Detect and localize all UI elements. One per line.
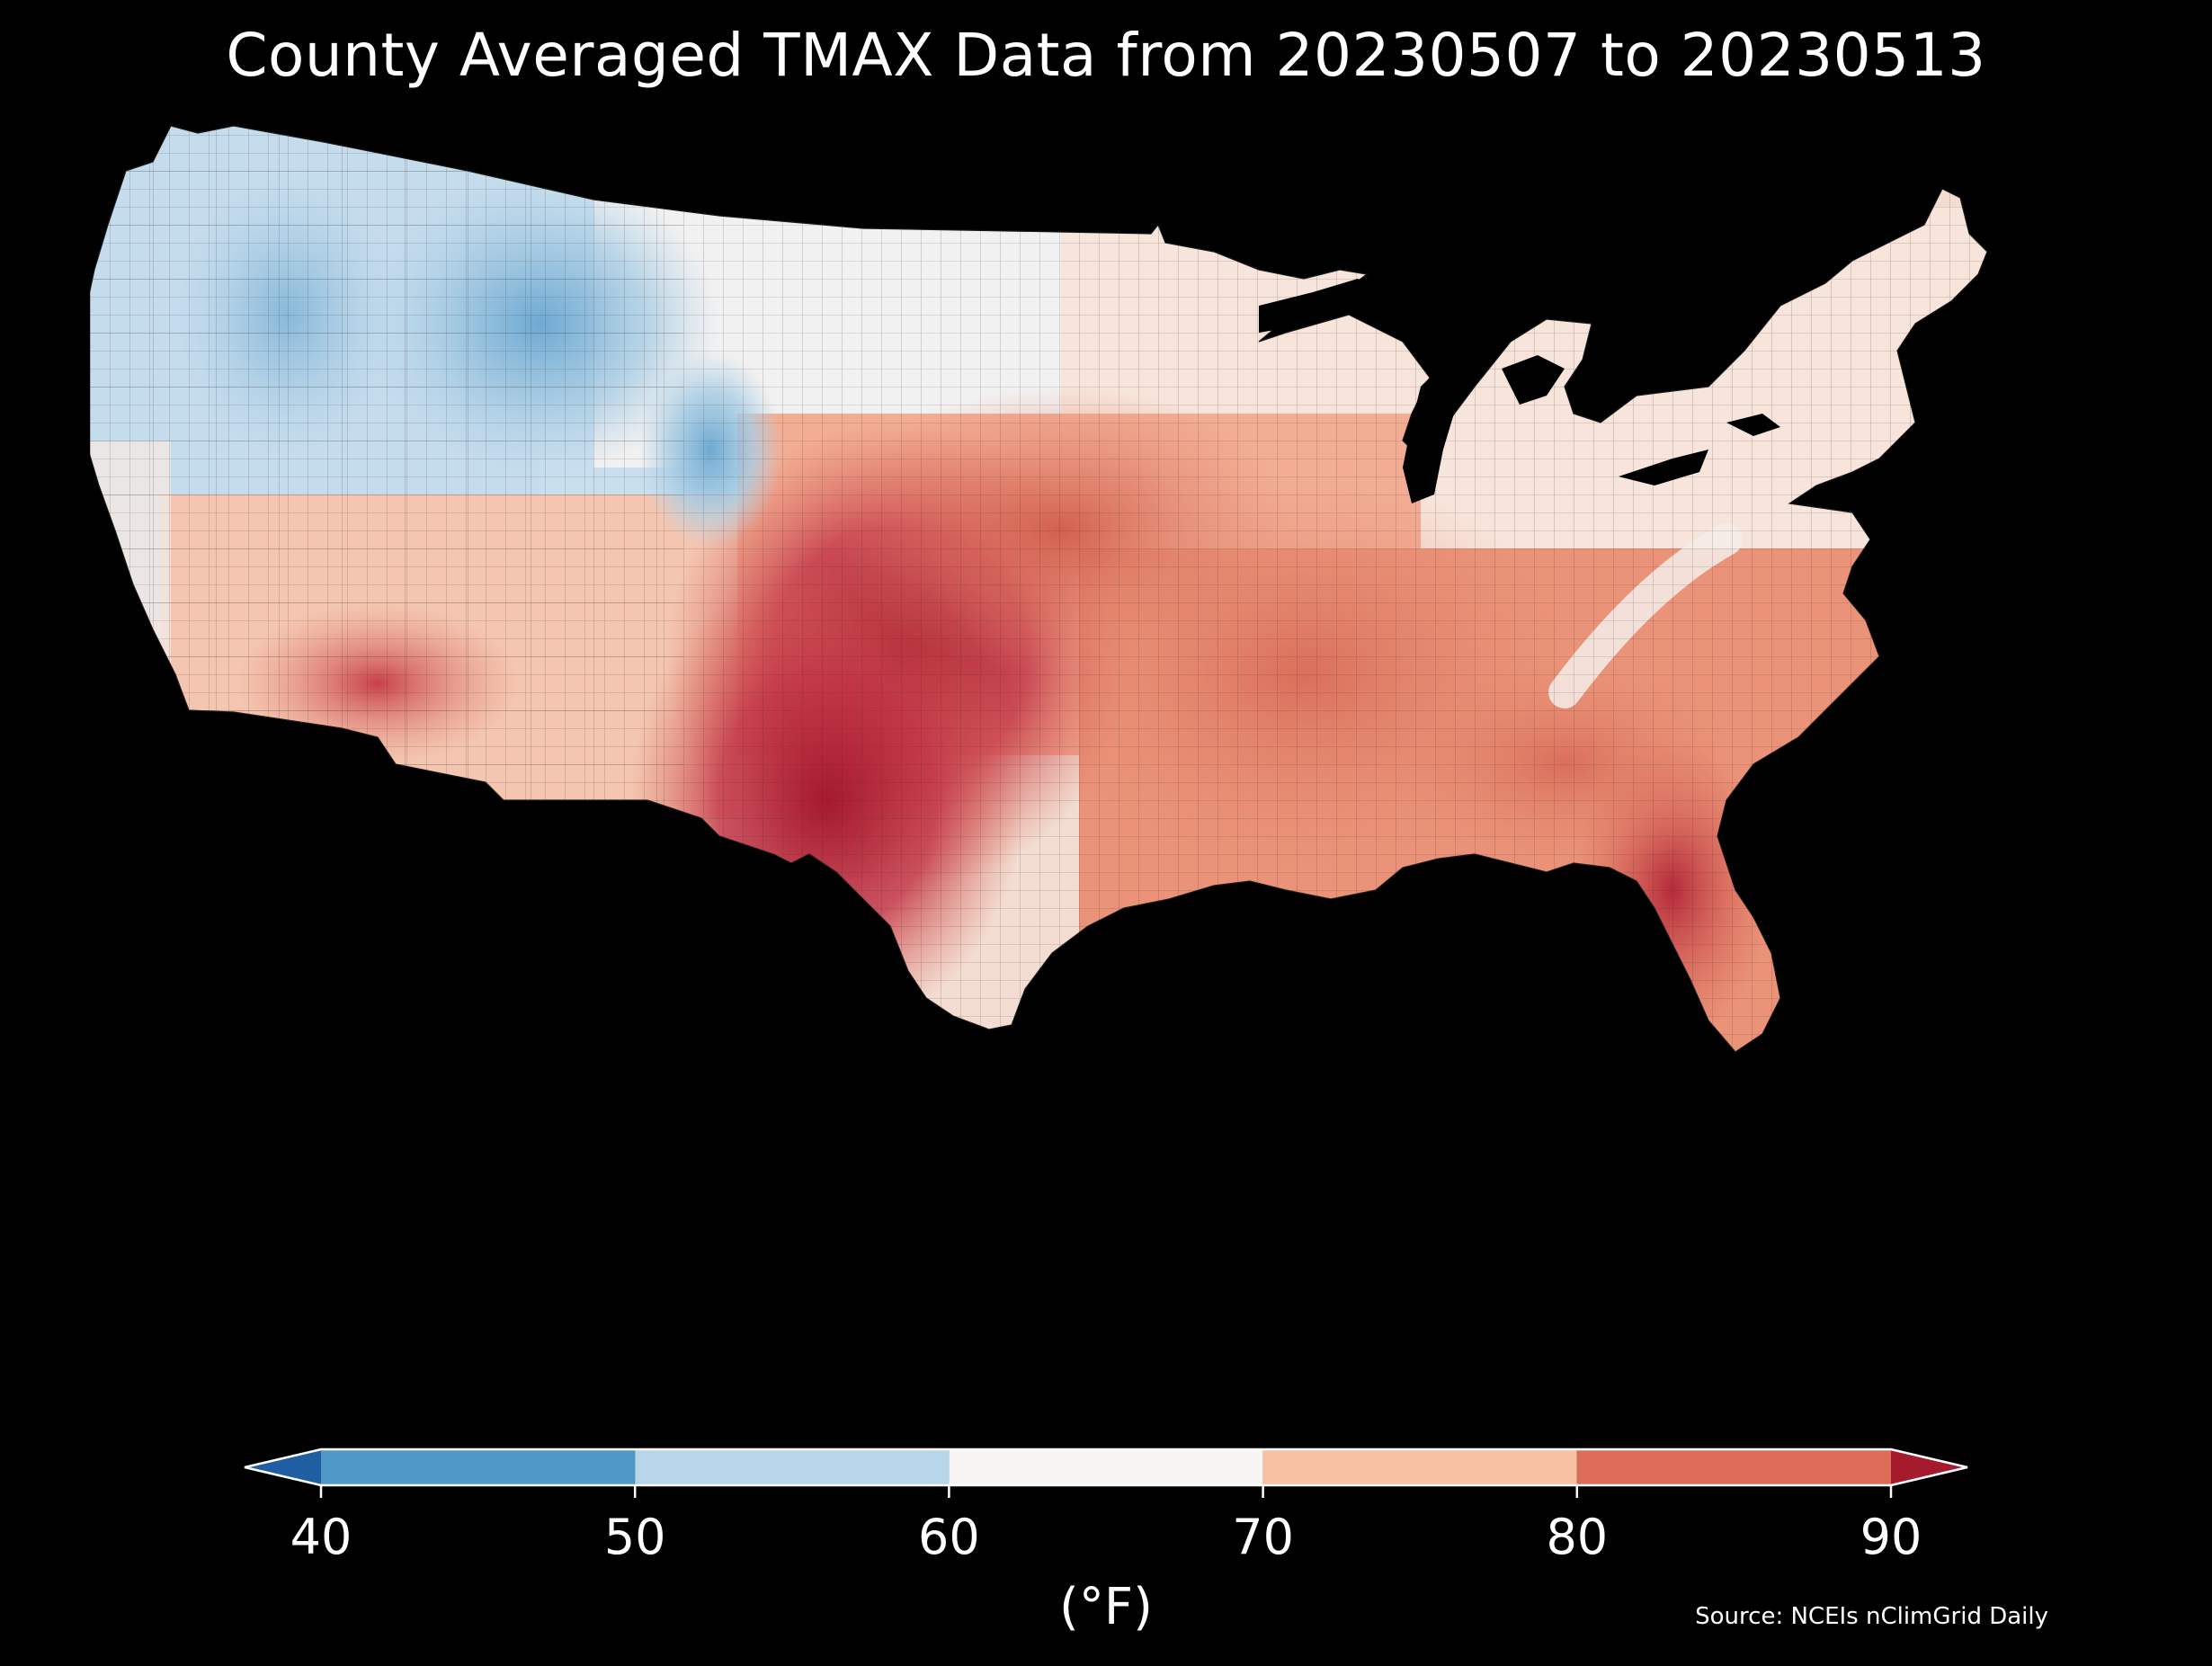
great-lakes	[1259, 279, 1780, 503]
colorbar-frame	[244, 1448, 1968, 1487]
colorbar-tick-label: 90	[1860, 1509, 1922, 1565]
colorbar-label: (°F)	[1059, 1578, 1153, 1636]
colorbar-tick-label: 40	[290, 1509, 352, 1565]
county-fill-layer	[90, 126, 1987, 1052]
colorbar-bin-2	[949, 1449, 1263, 1485]
colorbar-under-arrow	[245, 1449, 321, 1485]
colorbar-over-arrow	[1891, 1449, 1967, 1485]
colorbar-tick-label: 50	[603, 1509, 666, 1565]
colorbar-bin-1	[635, 1449, 950, 1485]
colorbar-bin-3	[1262, 1449, 1577, 1485]
colorbar-bin-4	[1576, 1449, 1891, 1485]
colorbar-tick-label: 60	[918, 1509, 980, 1565]
colorbar-tick-label: 70	[1232, 1509, 1294, 1565]
colorbar-bin-0	[321, 1449, 636, 1485]
colorbar-tick-label: 80	[1546, 1509, 1609, 1565]
map-title: County Averaged TMAX Data from 20230507 …	[226, 21, 1986, 90]
source-credit: Source: NCEIs nClimGrid Daily	[1695, 1603, 2048, 1630]
us-county-map	[90, 117, 2122, 1394]
